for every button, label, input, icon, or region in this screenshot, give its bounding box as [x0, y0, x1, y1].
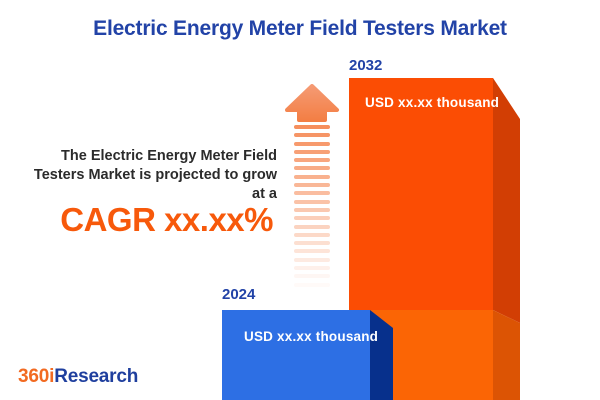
growth-arrow: [284, 84, 340, 291]
bar-2024-side-face: [370, 310, 393, 400]
logo-part-360i: 360i: [18, 366, 55, 387]
up-arrow-icon: [284, 84, 340, 122]
cagr-value: CAGR xx.xx%: [60, 201, 273, 238]
bar-2032-front-upper: [349, 78, 493, 310]
bar-2032-year-label: 2032: [349, 57, 383, 74]
brand-logo: 360iResearch: [18, 366, 138, 388]
annotation-line-3: at a: [252, 186, 277, 202]
bar-2024-value-label: USD xx.xx thousand: [244, 329, 379, 344]
bar-2024-front: [222, 310, 370, 400]
bar-2024-year-label: 2024: [222, 286, 256, 303]
annotation-line-1: The Electric Energy Meter Field: [61, 148, 277, 164]
page-title: Electric Energy Meter Field Testers Mark…: [93, 17, 507, 40]
bar-2032-value-label: USD xx.xx thousand: [365, 95, 500, 110]
logo-part-research: Research: [54, 366, 139, 387]
bar-2032-side-face: [493, 78, 520, 400]
arrow-stripes: [284, 125, 340, 287]
annotation-line-2: Testers Market is projected to grow: [33, 167, 277, 183]
annotation-text: The Electric Energy Meter Field Testers …: [7, 147, 277, 204]
